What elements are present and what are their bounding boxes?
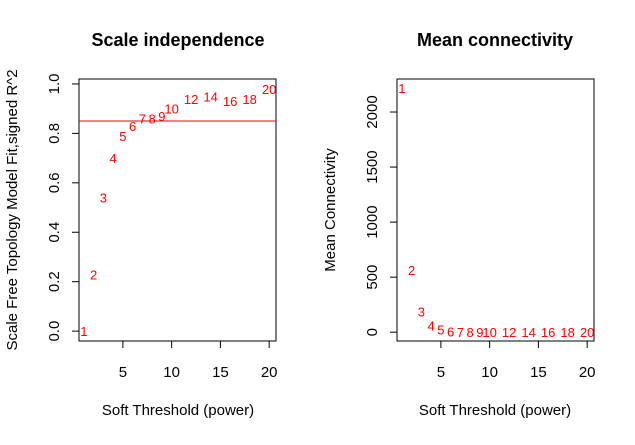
data-point-label: 16 <box>223 94 237 109</box>
x-tick-label: 5 <box>437 364 445 381</box>
data-point-label: 18 <box>242 92 256 107</box>
y-tick-label: 500 <box>364 265 381 290</box>
data-point-label: 10 <box>482 325 496 340</box>
x-tick-label: 20 <box>579 364 596 381</box>
y-tick-label: 1500 <box>364 150 381 183</box>
data-point-label: 3 <box>100 191 107 206</box>
y-tick-label: 0.4 <box>46 222 63 243</box>
x-tick-label: 10 <box>481 364 498 381</box>
y-axis-label: Mean Connectivity <box>322 148 339 272</box>
x-tick-label: 5 <box>119 364 127 381</box>
data-point-label: 8 <box>149 112 156 127</box>
data-point-label: 9 <box>476 325 483 340</box>
x-axis-label: Soft Threshold (power) <box>102 402 254 419</box>
data-point-label: 1 <box>398 81 405 96</box>
data-point-label: 12 <box>502 325 516 340</box>
data-point-label: 12 <box>184 92 198 107</box>
y-tick-label: 0.8 <box>46 123 63 144</box>
y-tick-label: 2000 <box>364 95 381 128</box>
x-tick-label: 20 <box>261 364 278 381</box>
data-point-label: 5 <box>119 129 126 144</box>
data-point-label: 6 <box>447 324 454 339</box>
data-point-label: 3 <box>418 304 425 319</box>
x-tick-label: 10 <box>163 364 180 381</box>
data-point-label: 2 <box>90 267 97 282</box>
plot-frame <box>396 78 595 342</box>
y-tick-label: 0.0 <box>46 321 63 342</box>
y-axis-label: Scale Free Topology Model Fit,signed R^2 <box>4 69 21 350</box>
y-tick-label: 0.2 <box>46 271 63 292</box>
mean-connectivity-panel: Mean connectivity Soft Threshold (power)… <box>322 30 596 419</box>
data-point-label: 2 <box>408 263 415 278</box>
chart-title: Scale independence <box>91 30 264 50</box>
data-point-label: 14 <box>203 89 217 104</box>
data-point-label: 10 <box>164 102 178 117</box>
data-point-label: 4 <box>428 319 435 334</box>
data-point-label: 1 <box>80 324 87 339</box>
data-point-label: 5 <box>437 322 444 337</box>
data-point-label: 18 <box>560 325 574 340</box>
data-point-label: 14 <box>521 325 535 340</box>
data-point-label: 4 <box>110 151 117 166</box>
data-point-label: 16 <box>541 325 555 340</box>
y-tick-label: 0 <box>364 328 381 336</box>
x-tick-label: 15 <box>530 364 547 381</box>
axes: 5 10 15 20 0 500 1000 1500 2000 <box>364 95 596 381</box>
axes: 5 10 15 200.00.20.40.60.81.0 <box>46 74 278 381</box>
y-tick-label: 1000 <box>364 205 381 238</box>
y-tick-label: 0.6 <box>46 172 63 193</box>
chart-title: Mean connectivity <box>417 30 573 50</box>
data-point-label: 7 <box>139 112 146 127</box>
data-point-label: 7 <box>457 325 464 340</box>
data-point-label: 8 <box>467 325 474 340</box>
data-point-label: 20 <box>580 325 594 340</box>
data-point-label: 20 <box>262 82 276 97</box>
plot-frame <box>78 78 277 342</box>
x-tick-label: 15 <box>212 364 229 381</box>
y-tick-label: 1.0 <box>46 74 63 95</box>
scale-independence-panel: Scale independence Soft Threshold (power… <box>4 30 278 419</box>
data-point-label: 6 <box>129 119 136 134</box>
data-point-label: 9 <box>158 109 165 124</box>
x-axis-label: Soft Threshold (power) <box>419 402 571 419</box>
